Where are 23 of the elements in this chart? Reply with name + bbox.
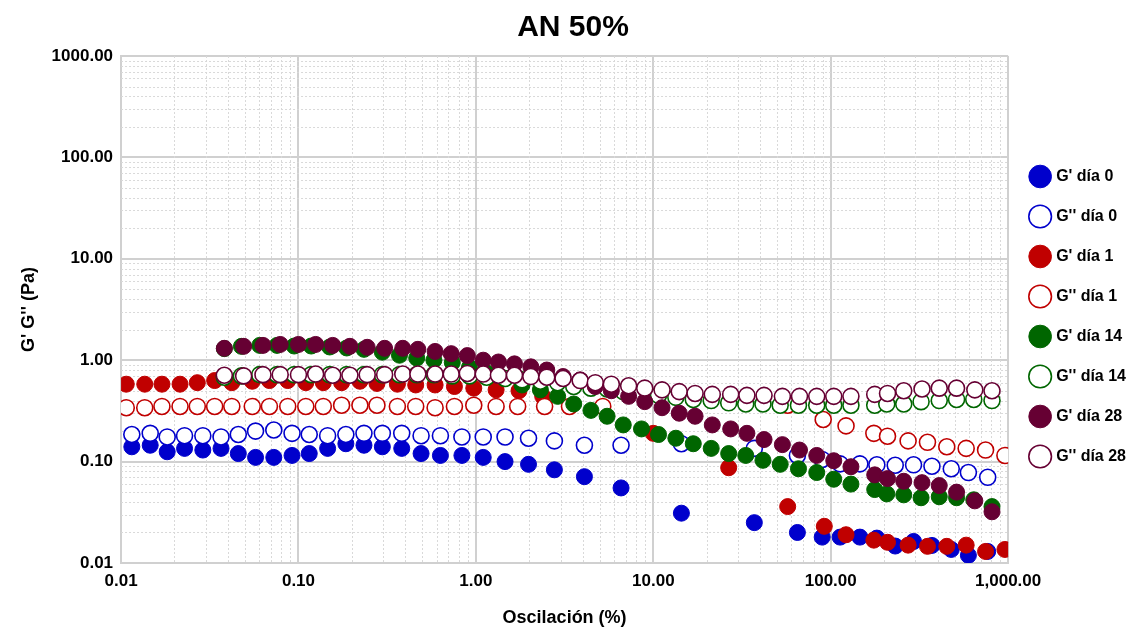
y-axis-title: G' G'' (Pa) [17, 267, 38, 352]
y-tick-label: 0.10 [79, 451, 114, 471]
y-tick-label: 1.00 [79, 349, 114, 369]
x-tick-label: 0.01 [104, 570, 138, 590]
y-tick-label: 100.00 [61, 147, 114, 167]
x-tick-label: 1,000.00 [975, 570, 1042, 590]
legend-label: G' día 1 [1056, 246, 1114, 264]
y-tick-label: 1000.00 [51, 45, 114, 65]
legend-label: G'' día 14 [1056, 366, 1127, 384]
chart-title: AN 50% [517, 9, 629, 43]
x-axis-title: Oscilación (%) [502, 607, 627, 628]
legend-label: G'' día 28 [1056, 446, 1127, 464]
legend-label: G' día 28 [1056, 406, 1123, 424]
legend-label: G'' día 1 [1056, 286, 1118, 304]
x-tick-label: 100.00 [804, 570, 857, 590]
x-tick-label: 0.10 [281, 570, 316, 590]
y-tick-label: 0.01 [79, 552, 114, 572]
legend-label: G' día 0 [1056, 166, 1114, 184]
y-tick-label: 10.00 [70, 248, 114, 268]
legend-label: G' día 14 [1056, 326, 1123, 344]
x-tick-label: 10.00 [632, 570, 675, 590]
x-tick-label: 1.00 [459, 570, 493, 590]
legend-label: G'' día 0 [1056, 206, 1118, 224]
